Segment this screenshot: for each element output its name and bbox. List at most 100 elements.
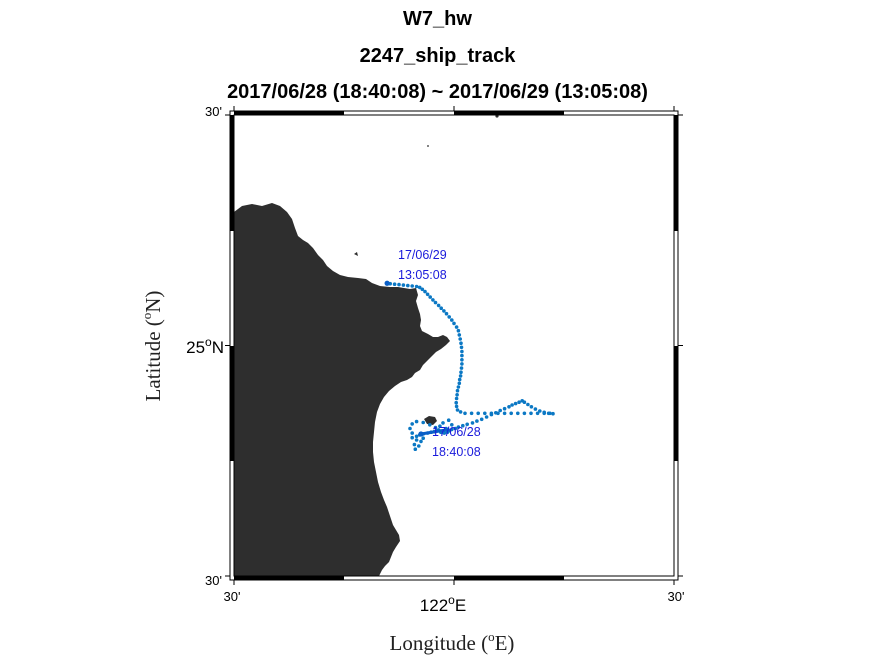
- track-point: [551, 412, 555, 416]
- track-point: [536, 412, 540, 416]
- track-point: [534, 407, 538, 411]
- start-time-label: 18:40:08: [432, 445, 481, 459]
- x-tick-label-major: 122oE: [420, 593, 466, 615]
- track-point: [393, 282, 397, 286]
- y-tick-label-top: 30': [205, 104, 222, 119]
- track-point: [445, 312, 449, 316]
- start-date-label: 17/06/28: [432, 425, 481, 439]
- track-point: [415, 285, 419, 289]
- track-point: [458, 333, 462, 337]
- track-point: [452, 322, 456, 326]
- track-point: [459, 410, 463, 414]
- track-point: [510, 403, 514, 407]
- track-point: [421, 436, 425, 440]
- track-point: [426, 293, 430, 297]
- track-point: [529, 412, 533, 416]
- islet: [427, 145, 429, 147]
- track-point: [460, 354, 464, 358]
- track-point: [460, 362, 464, 366]
- track-point: [517, 400, 521, 404]
- x-tick-label-left: 30': [224, 589, 241, 604]
- track-point: [413, 443, 417, 447]
- track-end-marker: [385, 281, 390, 286]
- track-point: [418, 286, 422, 290]
- track-point: [509, 412, 513, 416]
- track-point: [410, 422, 414, 426]
- y-axis-label: Latitude (oN): [139, 291, 165, 402]
- track-point: [415, 420, 419, 424]
- track-start-marker: [418, 431, 423, 436]
- track-point: [470, 412, 474, 416]
- islet: [354, 252, 358, 256]
- track-point: [548, 412, 552, 416]
- track-point: [428, 295, 432, 299]
- track-point: [415, 438, 419, 442]
- track-point: [498, 409, 502, 413]
- track-point: [447, 315, 451, 319]
- track-point: [414, 447, 418, 451]
- track-point: [447, 418, 451, 422]
- track-point: [496, 412, 500, 416]
- y-tick-label-bottom: 30': [205, 573, 222, 588]
- track-point: [459, 341, 463, 345]
- track-point: [503, 412, 507, 416]
- track-point: [475, 419, 479, 423]
- track-point: [456, 389, 460, 393]
- track-point: [421, 421, 425, 425]
- track-point: [457, 329, 461, 333]
- track-point: [434, 301, 438, 305]
- end-time-label: 13:05:08: [398, 268, 447, 282]
- track-point: [455, 405, 459, 409]
- track-point: [459, 374, 463, 378]
- track-point: [454, 401, 458, 405]
- track-point: [458, 382, 462, 386]
- track-point: [530, 405, 534, 409]
- track-point: [483, 412, 487, 416]
- track-point: [503, 407, 507, 411]
- track-point: [460, 346, 464, 350]
- track-point: [480, 418, 484, 422]
- track-point: [490, 412, 494, 416]
- track-point: [439, 306, 443, 310]
- track-point: [542, 412, 546, 416]
- x-axis-label: Longitude (oE): [390, 629, 515, 655]
- track-point: [408, 427, 412, 431]
- track-point: [406, 284, 410, 288]
- track-point: [437, 304, 441, 308]
- track-point: [463, 412, 467, 416]
- track-point: [458, 337, 462, 341]
- track-point: [417, 444, 421, 448]
- track-point: [419, 440, 423, 444]
- track-point: [455, 397, 459, 401]
- track-point: [514, 402, 518, 406]
- end-date-label: 17/06/29: [398, 248, 447, 262]
- track-point: [397, 283, 401, 287]
- track-point: [460, 358, 464, 362]
- track-point: [456, 408, 460, 412]
- y-tick-label-major: 25oN: [186, 335, 224, 357]
- track-point: [485, 415, 489, 419]
- track-point: [455, 393, 459, 397]
- track-point: [402, 283, 406, 287]
- track-point: [507, 405, 511, 409]
- track-point: [410, 284, 414, 288]
- track-point: [442, 309, 446, 313]
- track-point: [526, 403, 530, 407]
- track-point: [458, 378, 462, 382]
- track-point: [415, 435, 419, 439]
- x-tick-label-right: 30': [668, 589, 685, 604]
- track-point: [455, 325, 459, 329]
- track-point: [457, 385, 461, 389]
- track-point: [523, 412, 527, 416]
- track-point: [516, 412, 520, 416]
- track-point: [459, 370, 463, 374]
- track-point: [450, 318, 454, 322]
- track-point: [460, 350, 464, 354]
- track-point: [410, 436, 414, 440]
- track-point: [460, 366, 464, 370]
- track-point: [523, 400, 527, 404]
- track-point: [410, 431, 414, 435]
- track-point: [476, 412, 480, 416]
- track-point: [431, 298, 435, 302]
